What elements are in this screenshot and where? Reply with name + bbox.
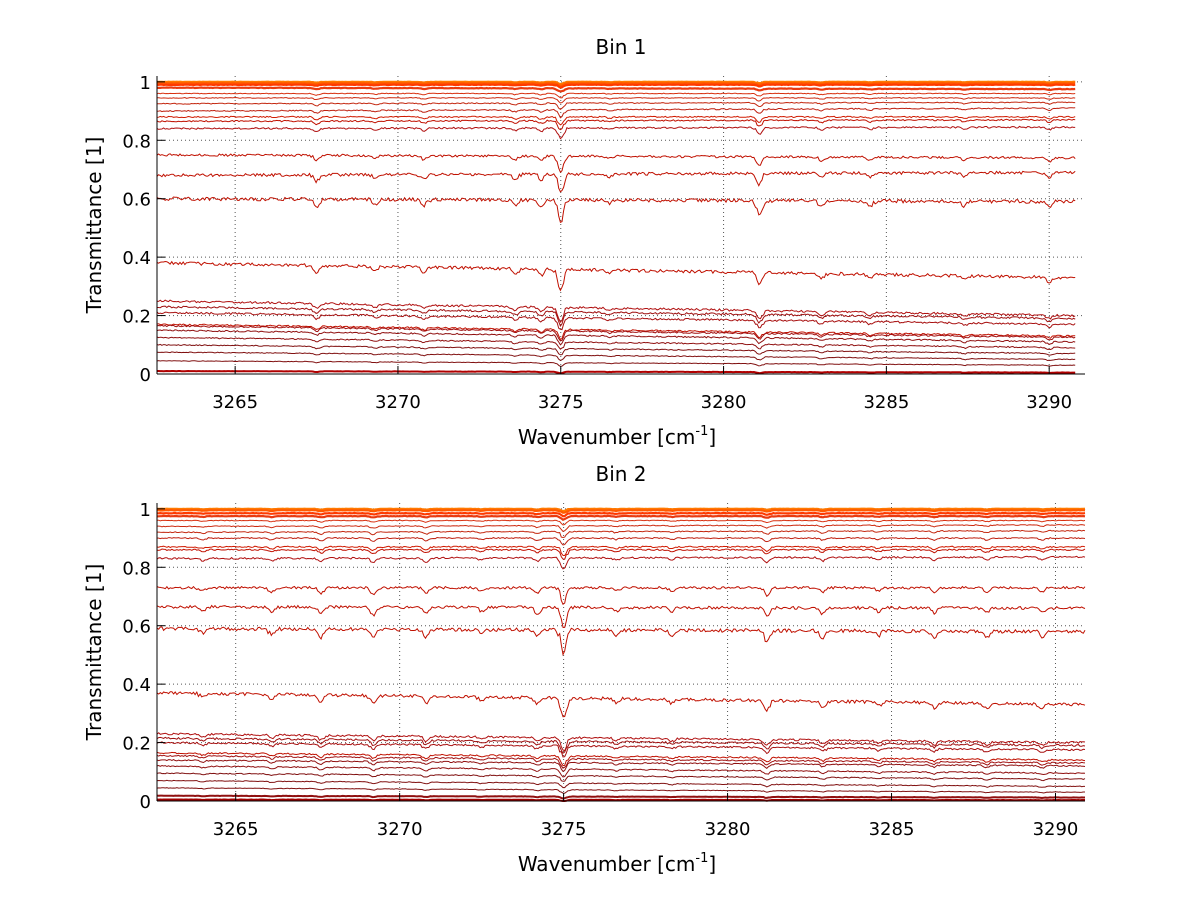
chart-panel-bin-2: Bin 2 0 0.2 0.4 0.6 0.8 1 3265 3270 3275 3280 328… (82, 462, 1086, 876)
series-line (156, 86, 1076, 93)
x-tick-label: 3285 (863, 392, 909, 413)
series-line (156, 691, 1086, 718)
chart-panel-bin-1: Bin 1 0 0.2 0.4 0.6 0.8 1 3265 3270 3275 3280 328… (82, 35, 1085, 449)
y-axis-label: Transmittance [1] (82, 564, 106, 742)
y-tick-label: 0.8 (122, 131, 151, 152)
series-line (156, 772, 1086, 782)
series-line (157, 507, 1086, 513)
series-line (156, 794, 1085, 800)
series-line (156, 351, 1076, 362)
x-tick-labels: 3265 3270 3275 3280 3285 3290 (212, 392, 1072, 413)
x-tick-label: 3275 (541, 819, 587, 840)
series-line (156, 196, 1076, 223)
series-line (156, 80, 1076, 86)
series-line (156, 545, 1086, 557)
x-tick-label: 3280 (701, 392, 747, 413)
series-line (157, 305, 1076, 328)
series-line (156, 83, 1076, 89)
axes (156, 76, 1085, 375)
series-line (156, 170, 1076, 193)
series-line (156, 741, 1086, 758)
series-line (156, 329, 1076, 346)
y-tick-label: 0.2 (122, 734, 151, 755)
series-line (156, 536, 1086, 546)
x-axis-label: Wavenumber [cm-1] (518, 424, 716, 449)
y-tick-label: 0 (140, 365, 151, 386)
x-tick-label: 3265 (213, 819, 259, 840)
x-tick-label: 3270 (377, 819, 423, 840)
y-tick-label: 0.2 (122, 307, 151, 328)
series-line (156, 107, 1076, 119)
series-line (156, 604, 1086, 628)
series-line (157, 508, 1086, 514)
series-group (156, 80, 1076, 375)
series-line (156, 324, 1076, 342)
x-tick-label: 3285 (869, 819, 915, 840)
y-axis-label: Transmittance [1] (82, 137, 106, 315)
series-line (156, 585, 1086, 606)
series-line (157, 511, 1086, 518)
y-tick-label: 1 (140, 500, 151, 521)
series-line (156, 779, 1085, 789)
series-line (156, 260, 1076, 292)
series-line (157, 369, 1076, 375)
y-tick-label: 0.4 (122, 248, 151, 269)
x-tick-label: 3275 (538, 392, 584, 413)
series-line (156, 323, 1076, 341)
chart-title: Bin 2 (595, 462, 646, 486)
y-tick-labels: 0 0.2 0.4 0.6 0.8 1 (122, 500, 151, 813)
series-line (156, 115, 1076, 126)
series-line (157, 96, 1076, 104)
y-tick-label: 0.6 (122, 617, 151, 638)
series-line (156, 548, 1086, 560)
series-line (156, 514, 1086, 521)
chart-title: Bin 1 (595, 35, 646, 59)
x-tick-label: 3270 (375, 392, 421, 413)
y-tick-label: 0 (140, 792, 151, 813)
y-tick-label: 0.8 (122, 558, 151, 579)
series-line (156, 153, 1076, 174)
series-line (156, 555, 1086, 570)
y-tick-label: 0.6 (122, 190, 151, 211)
series-line (157, 519, 1086, 526)
series-line (156, 736, 1086, 754)
y-tick-label: 1 (140, 73, 151, 94)
series-line (157, 529, 1086, 539)
series-line (156, 311, 1076, 331)
series-line (156, 343, 1076, 356)
y-tick-labels: 0 0.2 0.4 0.6 0.8 1 (122, 73, 151, 386)
series-line (156, 626, 1086, 657)
series-line (156, 751, 1086, 767)
x-tick-labels: 3265 3270 3275 3280 3285 3290 (213, 819, 1079, 840)
series-line (156, 92, 1076, 99)
series-group (156, 507, 1086, 802)
x-tick-label: 3280 (705, 819, 751, 840)
series-line (156, 81, 1076, 87)
series-line (156, 759, 1086, 773)
series-line (157, 101, 1076, 111)
series-line (156, 299, 1076, 323)
axes (156, 503, 1085, 802)
series-line (156, 360, 1076, 367)
series-line (156, 798, 1085, 802)
x-tick-label: 3290 (1033, 819, 1079, 840)
y-tick-label: 0.4 (122, 675, 151, 696)
series-line (156, 125, 1076, 140)
series-line (156, 764, 1086, 778)
series-line (156, 118, 1076, 131)
series-line (157, 524, 1086, 533)
x-tick-label: 3265 (212, 392, 258, 413)
series-line (156, 336, 1076, 351)
series-line (156, 787, 1085, 794)
series-line (156, 732, 1086, 752)
x-axis-label: Wavenumber [cm-1] (518, 851, 716, 876)
series-line (156, 754, 1086, 769)
x-tick-label: 3290 (1026, 392, 1072, 413)
